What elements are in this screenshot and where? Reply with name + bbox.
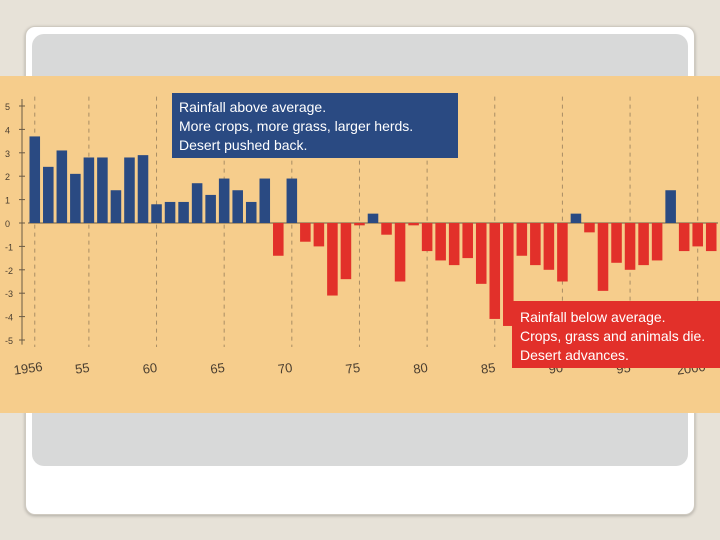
bar-2005 bbox=[692, 223, 703, 247]
bar-1962 bbox=[110, 190, 122, 223]
chart-photo: 5 4 3 2 1 0 -1 -2 -3 -4 -5 1956 55 60 65 70 75 80 85 90 95 2… bbox=[0, 76, 720, 413]
y-tick-label: -4 bbox=[5, 313, 13, 323]
annotation-below-line-3: Desert advances. bbox=[520, 347, 629, 363]
bar-1987 bbox=[448, 223, 460, 266]
y-tick-label: 0 bbox=[5, 219, 10, 229]
bar-1990 bbox=[489, 223, 501, 319]
bar-1983 bbox=[394, 223, 406, 282]
y-tick-label: -3 bbox=[5, 289, 13, 299]
bar-1967 bbox=[178, 201, 189, 223]
annotation-above-line-3: Desert pushed back. bbox=[179, 137, 307, 153]
x-tick-label: 65 bbox=[209, 360, 225, 377]
y-tick-label: 5 bbox=[5, 102, 10, 112]
annotation-above-line-1: Rainfall above average. bbox=[179, 99, 326, 115]
bar-1961 bbox=[97, 157, 108, 223]
bar-1993 bbox=[530, 223, 541, 266]
x-tick-label: 80 bbox=[412, 360, 428, 377]
bar-1994 bbox=[543, 223, 555, 270]
bar-1975 bbox=[286, 178, 298, 223]
bar-1957 bbox=[43, 166, 54, 223]
y-tick-label: 4 bbox=[5, 125, 10, 135]
bar-1978 bbox=[327, 223, 338, 296]
bar-1970 bbox=[218, 178, 230, 223]
bar-1997 bbox=[584, 223, 595, 233]
bar-1981 bbox=[367, 213, 379, 223]
bar-1995 bbox=[557, 223, 568, 282]
bar-1974 bbox=[273, 223, 284, 256]
bar-1984 bbox=[408, 223, 419, 226]
x-tick-label: 70 bbox=[277, 360, 293, 377]
x-tick-label: 85 bbox=[480, 360, 496, 377]
bar-2004 bbox=[678, 223, 690, 252]
bar-1979 bbox=[340, 223, 352, 280]
annotation-below-line-1: Rainfall below average. bbox=[520, 309, 666, 325]
annotation-above-box bbox=[172, 93, 458, 158]
bar-1972 bbox=[245, 201, 257, 223]
bar-1988 bbox=[462, 223, 473, 259]
bar-1992 bbox=[516, 223, 528, 256]
bar-1969 bbox=[205, 194, 216, 223]
bar-1964 bbox=[137, 155, 149, 223]
bar-2006 bbox=[705, 223, 717, 252]
bar-1956 bbox=[29, 136, 41, 223]
bar-1963 bbox=[124, 157, 135, 223]
y-tick-label: 2 bbox=[5, 172, 10, 182]
annotation-below-line-2: Crops, grass and animals die. bbox=[520, 328, 705, 344]
bar-1958 bbox=[56, 150, 68, 223]
x-tick-label: 55 bbox=[74, 360, 90, 377]
annotation-above-line-2: More crops, more grass, larger herds. bbox=[179, 118, 413, 134]
x-tick-label: 1956 bbox=[13, 359, 44, 378]
bar-2002 bbox=[651, 223, 663, 261]
bar-2003 bbox=[665, 190, 676, 223]
y-tick-label: 1 bbox=[5, 196, 10, 206]
bar-1982 bbox=[381, 223, 392, 235]
bar-1998 bbox=[597, 223, 609, 291]
bar-1980 bbox=[354, 223, 365, 226]
bar-1973 bbox=[259, 178, 271, 223]
annotation-below: Rainfall below average. Crops, grass and… bbox=[512, 301, 720, 368]
x-tick-label: 75 bbox=[345, 360, 361, 377]
bar-1960 bbox=[83, 157, 95, 223]
y-tick-label: 3 bbox=[5, 149, 10, 159]
bar-1985 bbox=[421, 223, 433, 252]
bar-2000 bbox=[624, 223, 636, 270]
bar-1991 bbox=[503, 223, 514, 326]
x-tick-label: 60 bbox=[142, 360, 158, 377]
bar-1966 bbox=[164, 201, 176, 223]
bar-1977 bbox=[313, 223, 325, 247]
bar-1971 bbox=[232, 190, 243, 223]
bar-1996 bbox=[570, 213, 582, 223]
y-tick-label: -2 bbox=[5, 266, 13, 276]
y-tick-label: -1 bbox=[5, 242, 13, 252]
bar-1989 bbox=[475, 223, 487, 284]
bar-1959 bbox=[70, 173, 81, 223]
bar-1999 bbox=[611, 223, 622, 263]
bar-1976 bbox=[300, 223, 311, 242]
bar-1965 bbox=[151, 204, 162, 223]
bar-2001 bbox=[638, 223, 649, 266]
annotation-below-box bbox=[512, 301, 720, 368]
bar-1986 bbox=[435, 223, 446, 261]
bar-1968 bbox=[191, 183, 203, 223]
y-tick-label: -5 bbox=[5, 336, 13, 346]
annotation-above: Rainfall above average. More crops, more… bbox=[172, 93, 458, 158]
